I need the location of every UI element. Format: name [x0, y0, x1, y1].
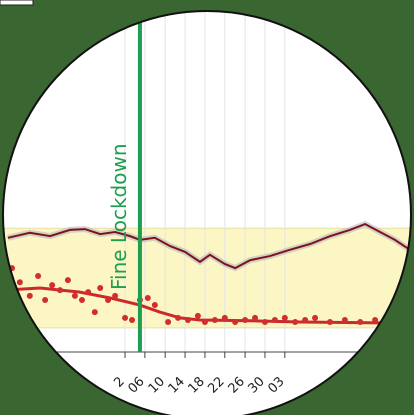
- scatter-point: [201, 319, 208, 326]
- frame-corner: [0, 0, 34, 6]
- scatter-point: [35, 272, 42, 279]
- scatter-point: [129, 316, 136, 323]
- scatter-point: [175, 314, 182, 321]
- scatter-point: [302, 316, 309, 323]
- scatter-point: [151, 302, 158, 309]
- scatter-point: [261, 319, 268, 326]
- scatter-point: [232, 319, 239, 326]
- annotation-label: Fine Lockdown: [107, 143, 131, 290]
- scatter-point: [91, 309, 98, 316]
- lens-border: [2, 10, 412, 415]
- scatter-point: [78, 297, 85, 304]
- scatter-point: [292, 319, 299, 326]
- scatter-point: [281, 314, 288, 321]
- scatter-point: [26, 292, 33, 299]
- scatter-point: [341, 316, 348, 323]
- scatter-point: [211, 316, 218, 323]
- scatter-point: [71, 292, 78, 299]
- scatter-point: [165, 319, 172, 326]
- scatter-point: [184, 316, 191, 323]
- scatter-point: [357, 319, 364, 326]
- scatter-point: [97, 285, 104, 292]
- scatter-point: [252, 314, 259, 321]
- scatter-point: [105, 297, 112, 304]
- scatter-point: [57, 287, 64, 294]
- scatter-point: [271, 316, 278, 323]
- scatter-point: [112, 292, 119, 299]
- scatter-point: [326, 319, 333, 326]
- scatter-point: [242, 316, 249, 323]
- lens: [3, 11, 411, 415]
- scatter-point: [312, 314, 319, 321]
- scatter-point: [42, 297, 49, 304]
- scatter-point: [144, 294, 151, 301]
- scatter-point: [49, 282, 56, 289]
- scatter-point: [16, 279, 23, 286]
- scatter-point: [194, 312, 201, 319]
- scatter-point: [372, 316, 379, 323]
- series-line: [7, 223, 411, 270]
- scatter-point: [64, 277, 71, 284]
- scatter-point: [221, 314, 228, 321]
- scatter-point: [122, 314, 129, 321]
- reference-band: [3, 227, 411, 329]
- scatter-point: [85, 289, 92, 296]
